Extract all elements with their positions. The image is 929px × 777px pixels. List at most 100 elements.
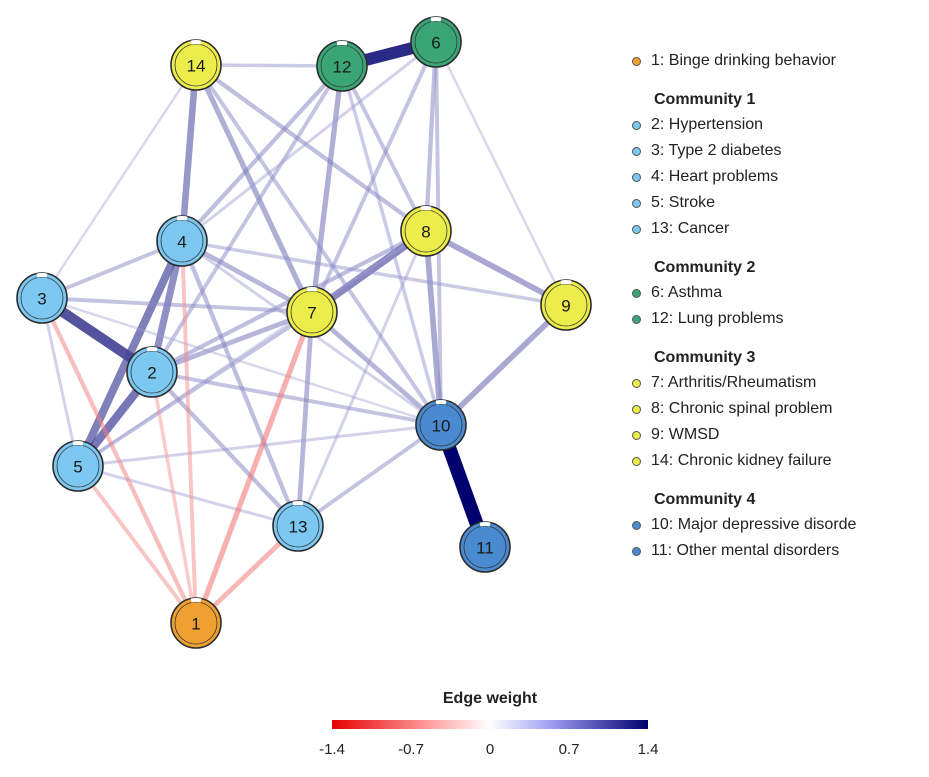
legend-dot: [632, 546, 641, 556]
edge-12-2: [150, 64, 344, 374]
edge-6-8: [423, 39, 439, 234]
legend-item: 2: Hypertension: [632, 112, 929, 138]
edge-1-5: [76, 464, 198, 625]
node-13-label: 13: [289, 518, 308, 537]
node-13: 13: [272, 500, 324, 552]
node-2: 2: [126, 346, 178, 398]
node-7: 7: [286, 286, 338, 338]
legend-dot: [632, 430, 641, 440]
node-8-inner-ring: [404, 209, 448, 253]
legend-item-label: 9: WMSD: [651, 426, 720, 443]
edge-12-10: [340, 64, 443, 427]
scale-tick-label: -1.4: [319, 741, 345, 758]
legend-item-label: 11: Other mental disorders: [651, 542, 840, 559]
legend-dot: [632, 456, 641, 466]
edge-1-4: [180, 239, 198, 625]
edge-7-13: [295, 309, 315, 529]
scale-tick-label: 0: [485, 741, 495, 758]
node-5-pie-marker: [72, 441, 84, 446]
edge-7-10: [309, 309, 444, 428]
node-9: 9: [540, 279, 592, 331]
node-3-label: 3: [37, 290, 46, 309]
legend-item-label: 14: Chronic kidney failure: [651, 452, 832, 469]
legend-item: 11: Other mental disorders: [632, 538, 929, 564]
node-6-label: 6: [431, 34, 440, 53]
legend-item-label: 4: Heart problems: [651, 168, 779, 185]
legend-dot: [632, 404, 641, 414]
edge-1-7: [193, 309, 315, 626]
edge-14-3: [40, 63, 198, 300]
legend-item: 12: Lung problems: [632, 306, 929, 332]
node-14-label: 14: [187, 57, 206, 76]
edge-13-8: [296, 229, 428, 528]
node-9-label: 9: [561, 297, 570, 316]
scale-ticks: -1.4 -0.7 0 0.7 1.4: [319, 741, 658, 761]
legend-item: 8: Chronic spinal problem: [632, 396, 929, 422]
node-11-pie-marker: [479, 522, 491, 527]
node-9-inner-ring: [544, 283, 588, 327]
scale-title: Edge weight: [442, 690, 538, 707]
legend-group-community-1: Community 1 2: Hypertension 3: Type 2 diab…: [632, 88, 929, 242]
legend-item-label: 1: Binge drinking behavior: [651, 52, 837, 69]
legend-group-community-4: Community 4 10: Major depressive disorde 1…: [632, 488, 929, 564]
node-3-inner-ring: [20, 276, 64, 320]
node-11-label: 11: [476, 539, 494, 558]
edge-6-7: [310, 40, 438, 314]
edge-3-7: [40, 296, 314, 314]
legend-item-1: 1: Binge drinking behavior: [632, 48, 929, 74]
scale-tick-label: -0.7: [398, 741, 424, 758]
node-11: 11: [459, 521, 511, 573]
legend-dot: [632, 198, 641, 208]
legend-dot: [632, 120, 641, 130]
edge-14-8: [193, 62, 429, 234]
node-3-pie-marker: [36, 273, 48, 278]
edge-6-4: [180, 40, 438, 243]
node-1: 1: [170, 597, 222, 649]
node-10-label: 10: [432, 417, 451, 436]
node-8-pie-marker: [420, 206, 432, 211]
edge-13-10: [296, 423, 443, 528]
legend-dot: [632, 520, 641, 530]
legend-group-heading: Community 1: [654, 91, 756, 108]
legend-dot: [632, 146, 641, 156]
legend-item-label: 13: Cancer: [651, 220, 730, 237]
legend-item-label: 5: Stroke: [651, 194, 716, 211]
scale-tick-label: 1.4: [637, 741, 659, 758]
edge-8-5: [76, 229, 428, 468]
node-12-label: 12: [333, 58, 352, 77]
scale-gradient-bar: [332, 720, 648, 729]
legend-dot: [632, 288, 641, 298]
edge-6-9: [434, 40, 568, 307]
node-4-inner-ring: [160, 219, 204, 263]
node-10-inner-ring: [419, 403, 463, 447]
edge-4-13: [179, 238, 301, 529]
node-legend: 1: Binge drinking behavior Community 1 2:…: [632, 48, 929, 564]
node-14-pie-marker: [190, 40, 202, 45]
node-2-label: 2: [147, 364, 156, 383]
node-10-pie-marker: [435, 400, 447, 405]
legend-item: 9: WMSD: [632, 422, 929, 448]
legend-item-label: 6: Asthma: [651, 284, 723, 301]
node-12-inner-ring: [320, 44, 364, 88]
legend-item-label: 7: Arthritis/Rheumatism: [651, 374, 817, 391]
node-6: 6: [410, 16, 462, 68]
legend-item: 14: Chronic kidney failure: [632, 448, 929, 474]
node-14-inner-ring: [174, 43, 218, 87]
legend-item-label: 10: Major depressive disorde: [651, 516, 857, 533]
legend-dot: [632, 224, 641, 234]
node-12: 12: [316, 40, 368, 92]
legend-item: 13: Cancer: [632, 216, 929, 242]
edge-3-10: [40, 296, 443, 427]
node-2-pie-marker: [146, 347, 158, 352]
legend-item: 6: Asthma: [632, 280, 929, 306]
legend-group-heading: Community 4: [654, 491, 756, 508]
edge-14-10: [194, 63, 443, 427]
edge-5-7: [76, 310, 314, 468]
legend-item-label: 12: Lung problems: [651, 310, 784, 327]
node-8: 8: [400, 205, 452, 257]
edge-4-9: [180, 239, 568, 307]
node-6-inner-ring: [414, 20, 458, 64]
edge-14-4: [178, 61, 200, 245]
